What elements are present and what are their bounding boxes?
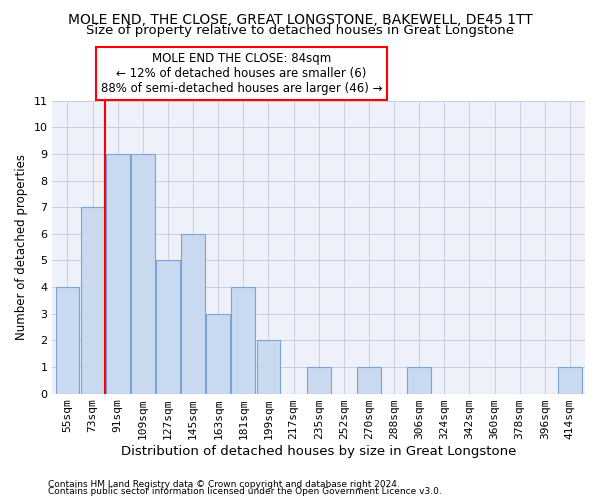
X-axis label: Distribution of detached houses by size in Great Longstone: Distribution of detached houses by size … [121, 444, 517, 458]
Bar [407, 367, 431, 394]
Bar [307, 367, 331, 394]
Bar [56, 287, 79, 394]
Text: Contains public sector information licensed under the Open Government Licence v3: Contains public sector information licen… [48, 488, 442, 496]
Text: MOLE END, THE CLOSE, GREAT LONGSTONE, BAKEWELL, DE45 1TT: MOLE END, THE CLOSE, GREAT LONGSTONE, BA… [68, 12, 532, 26]
Bar [232, 287, 255, 394]
Y-axis label: Number of detached properties: Number of detached properties [15, 154, 28, 340]
Bar [206, 314, 230, 394]
Bar [257, 340, 280, 394]
Bar [80, 207, 104, 394]
Text: MOLE END THE CLOSE: 84sqm
← 12% of detached houses are smaller (6)
88% of semi-d: MOLE END THE CLOSE: 84sqm ← 12% of detac… [101, 52, 382, 95]
Bar [181, 234, 205, 394]
Text: Size of property relative to detached houses in Great Longstone: Size of property relative to detached ho… [86, 24, 514, 37]
Text: Contains HM Land Registry data © Crown copyright and database right 2024.: Contains HM Land Registry data © Crown c… [48, 480, 400, 489]
Bar [106, 154, 130, 394]
Bar [357, 367, 381, 394]
Bar [156, 260, 180, 394]
Bar [131, 154, 155, 394]
Bar [558, 367, 582, 394]
